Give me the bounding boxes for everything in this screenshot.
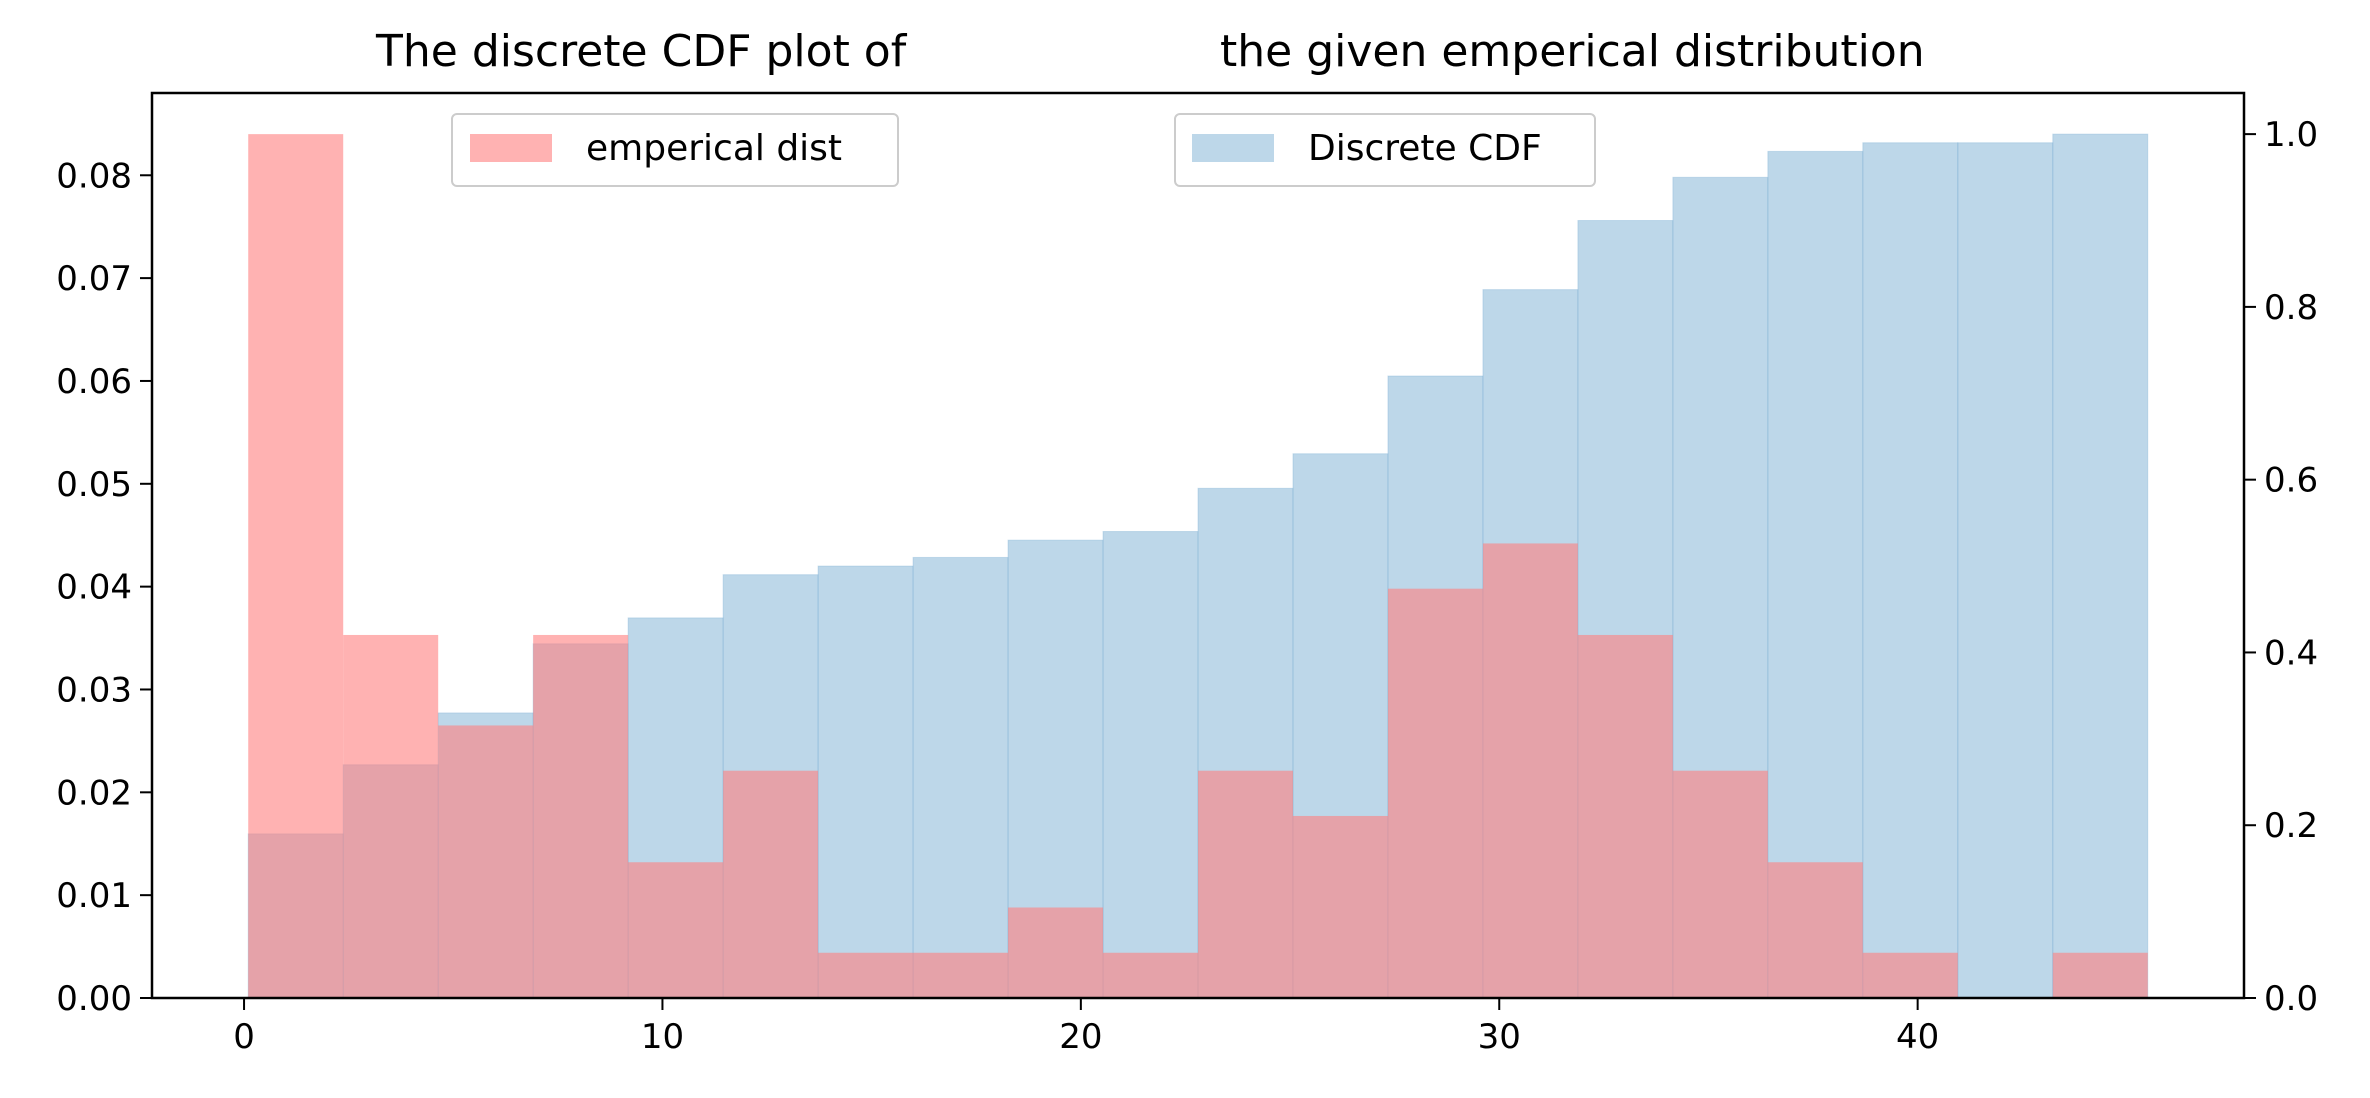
emperical-bar	[1767, 862, 1863, 998]
y-left-tick-label: 0.03	[56, 670, 132, 710]
legend-cdf-swatch	[1192, 134, 1274, 162]
cdf-bar	[817, 565, 914, 999]
y-left-tick-label: 0.00	[56, 979, 132, 1019]
y-left-tick-label: 0.04	[56, 568, 132, 608]
emperical-bar	[1103, 952, 1198, 998]
emperical-bar	[723, 770, 819, 998]
y-right-tick-label: 0.2	[2264, 806, 2318, 846]
title-left: The discrete CDF plot of	[375, 26, 908, 77]
x-tick-label: 10	[641, 1017, 684, 1057]
emperical-bar	[913, 952, 1009, 998]
emperical-bar	[1387, 588, 1483, 998]
legend-cdf: Discrete CDF	[1174, 113, 1596, 187]
y-right-tick-label: 0.0	[2264, 979, 2318, 1019]
legend-emperical-swatch	[470, 134, 552, 162]
plot-frame	[150, 91, 2246, 1000]
emperical-bar	[343, 634, 439, 998]
x-tick-label: 40	[1896, 1017, 1939, 1057]
emperical-bar	[533, 634, 629, 998]
emperical-bar	[1482, 543, 1578, 998]
y-left-tick-label: 0.05	[56, 465, 132, 505]
emperical-bar	[1198, 770, 1293, 998]
emperical-bar	[1292, 815, 1388, 998]
emperical-bar	[1577, 634, 1673, 998]
y-left-tick-label: 0.07	[56, 259, 132, 299]
y-left-tick-label: 0.06	[56, 362, 132, 402]
legend-emperical: emperical dist	[451, 113, 899, 187]
emperical-bar	[1672, 770, 1768, 998]
cdf-bar	[912, 556, 1009, 999]
y-left-tick-label: 0.02	[56, 773, 132, 813]
y-right-tick-label: 0.8	[2264, 288, 2318, 328]
legend-cdf-label: Discrete CDF	[1308, 128, 1542, 169]
legend-emperical-label: emperical dist	[586, 128, 842, 169]
emperical-bar	[628, 862, 724, 998]
cdf-bar	[2052, 133, 2149, 999]
emperical-bar	[248, 134, 344, 999]
y-right-tick-label: 1.0	[2264, 115, 2318, 155]
legend-cdf-frame	[1174, 113, 1596, 187]
emperical-bar	[818, 952, 914, 998]
y-right-tick-label: 0.6	[2264, 461, 2318, 501]
title-right: the given emperical distribution	[1220, 26, 1925, 77]
legend-emperical-frame	[451, 113, 899, 187]
axes: 0 10 20 30 40 0.00 0.01 0.02 0.03 0.04 0.05 0.06 0.0…	[56, 91, 2318, 1057]
y-right-tick-label: 0.4	[2264, 633, 2318, 673]
emperical-bar	[1862, 952, 1958, 998]
cdf-bar	[1767, 150, 1864, 999]
emperical-bar	[438, 725, 534, 998]
emperical-bar	[1008, 907, 1104, 998]
cdf-bar	[1957, 142, 2054, 999]
y-left-tick-label: 0.08	[56, 156, 132, 196]
cdf-bar	[1102, 531, 1199, 999]
emperical-bar	[2052, 952, 2148, 998]
cdf-bar	[1862, 142, 1959, 999]
x-tick-label: 0	[233, 1017, 255, 1057]
x-tick-label: 20	[1059, 1017, 1102, 1057]
y-left-tick-label: 0.01	[56, 876, 132, 916]
emperical-bars	[248, 134, 2148, 999]
x-tick-label: 30	[1478, 1017, 1521, 1057]
